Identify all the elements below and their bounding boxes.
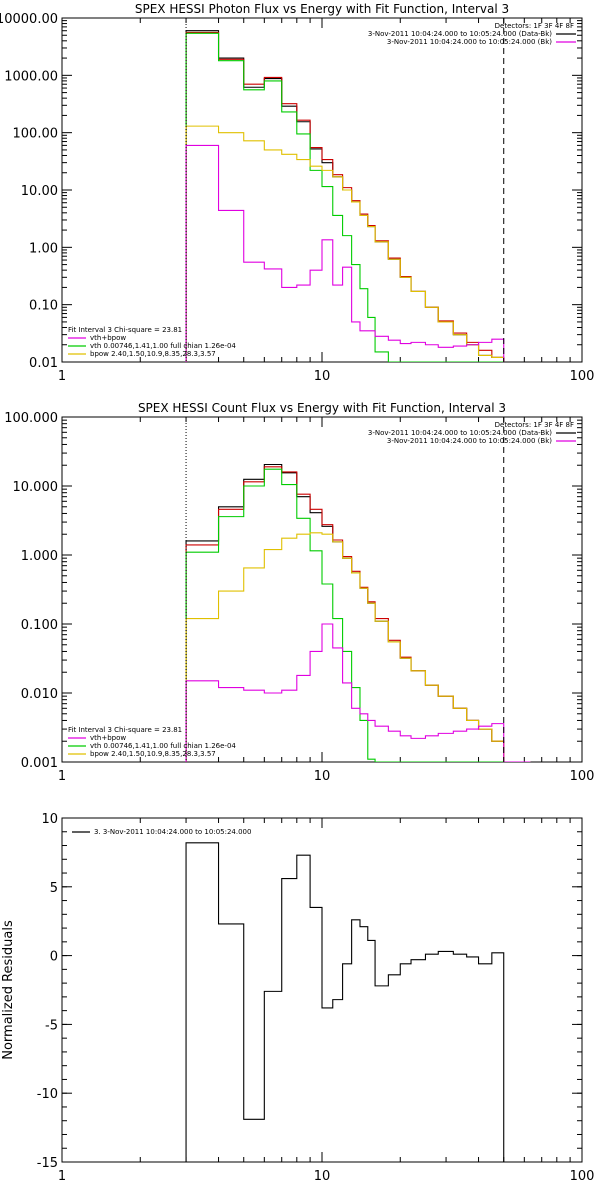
residuals-panel: 1 10 100 -15 -10 -5 0 5 10 Normalized Residuals 3.… <box>1 812 594 1184</box>
y-tick-label: 10.00 <box>21 184 58 199</box>
legend-entry-text: 3-Nov-2011 10:04:24.000 to 10:05:24.000 … <box>387 437 552 445</box>
y-tick-label: 10 <box>41 812 58 827</box>
y-tick-label: 10000.00 <box>0 12 58 27</box>
y-tick-label: 0.001 <box>21 756 58 771</box>
y-tick-label: 1.00 <box>29 241 58 256</box>
series-vth-line <box>185 32 505 362</box>
y-tick-label: 0.010 <box>21 687 58 702</box>
series-vth-line <box>185 468 531 762</box>
y-tick-label: 10.000 <box>13 480 59 495</box>
legend-detectors: Detectors: 1F 3F 4F 8F <box>495 421 574 429</box>
series-data-line <box>185 842 505 1162</box>
y-tick-label: -10 <box>37 1087 58 1102</box>
y-tick-label: 1.000 <box>21 549 58 564</box>
chart-title: SPEX HESSI Photon Flux vs Energy with Fi… <box>135 2 509 16</box>
legend-entry-text: 3-Nov-2011 10:04:24.000 to 10:05:24.000 … <box>387 38 552 46</box>
plot-area <box>185 842 505 1162</box>
y-tick-label: 100.00 <box>13 127 59 142</box>
fit-legend-entry: vth+bpow <box>90 334 126 342</box>
x-tick-label: 1 <box>58 369 66 384</box>
chart-title: SPEX HESSI Count Flux vs Energy with Fit… <box>138 401 506 415</box>
fit-legend-entry: vth+bpow <box>90 734 126 742</box>
y-tick-label: 100.000 <box>4 411 58 426</box>
series-total-line <box>185 466 531 762</box>
x-tick-label: 1 <box>58 1169 66 1184</box>
y-tick-label: 5 <box>50 881 58 896</box>
y-tick-label: 0.01 <box>29 356 58 371</box>
series-data-line <box>185 30 505 362</box>
y-tick-label: 0.10 <box>29 299 58 314</box>
x-tick-label: 100 <box>570 369 595 384</box>
series-total-line <box>185 31 505 362</box>
y-tick-label: -5 <box>45 1018 58 1033</box>
fit-legend-entry: bpow 2.40,1.50,10.9,8.35,28.3,3.57 <box>90 350 216 358</box>
series-bk-line <box>185 144 505 362</box>
legend-detectors: Detectors: 1F 3F 4F 8F <box>495 22 574 30</box>
legend-entry-text: 3-Nov-2011 10:04:24.000 to 10:05:24.000 … <box>368 429 552 437</box>
series-bpow-line <box>185 125 505 362</box>
y-tick-label: 0.100 <box>21 618 58 633</box>
x-tick-label: 10 <box>314 369 331 384</box>
fit-legend-entry: vth 0.00746,1.41,1.00 full chian 1.26e-0… <box>90 742 236 750</box>
y-axis-label: Normalized Residuals <box>1 920 16 1060</box>
series-bpow-line <box>185 532 531 762</box>
count-panel: SPEX HESSI Count Flux vs Energy with Fit… <box>4 401 594 784</box>
plot-area <box>185 463 531 762</box>
fit-legend-entry: vth 0.00746,1.41,1.00 full chian 1.26e-0… <box>90 342 236 350</box>
legend-entry-text: 3-Nov-2011 10:04:24.000 to 10:05:24.000 … <box>368 30 552 38</box>
series-bk-line <box>185 623 531 762</box>
y-tick-label: -15 <box>37 1156 58 1171</box>
x-tick-label: 10 <box>314 769 331 784</box>
x-tick-label: 10 <box>314 1169 331 1184</box>
plot-area <box>185 30 505 362</box>
photon-panel: SPEX HESSI Photon Flux vs Energy with Fi… <box>0 2 594 384</box>
x-tick-label: 100 <box>570 1169 595 1184</box>
y-tick-label: 0 <box>50 950 58 965</box>
fit-legend-entry: bpow 2.40,1.50,10.9,8.35,28.3,3.57 <box>90 750 216 758</box>
fit-legend-header: Fit Interval 3 Chi-square = 23.81 <box>68 726 182 734</box>
fit-legend-header: Fit Interval 3 Chi-square = 23.81 <box>68 326 182 334</box>
x-tick-label: 1 <box>58 769 66 784</box>
y-tick-label: 1000.00 <box>4 69 58 84</box>
legend-entry-text: 3. 3-Nov-2011 10:04:24.000 to 10:05:24.0… <box>94 828 251 836</box>
x-tick-label: 100 <box>570 769 595 784</box>
